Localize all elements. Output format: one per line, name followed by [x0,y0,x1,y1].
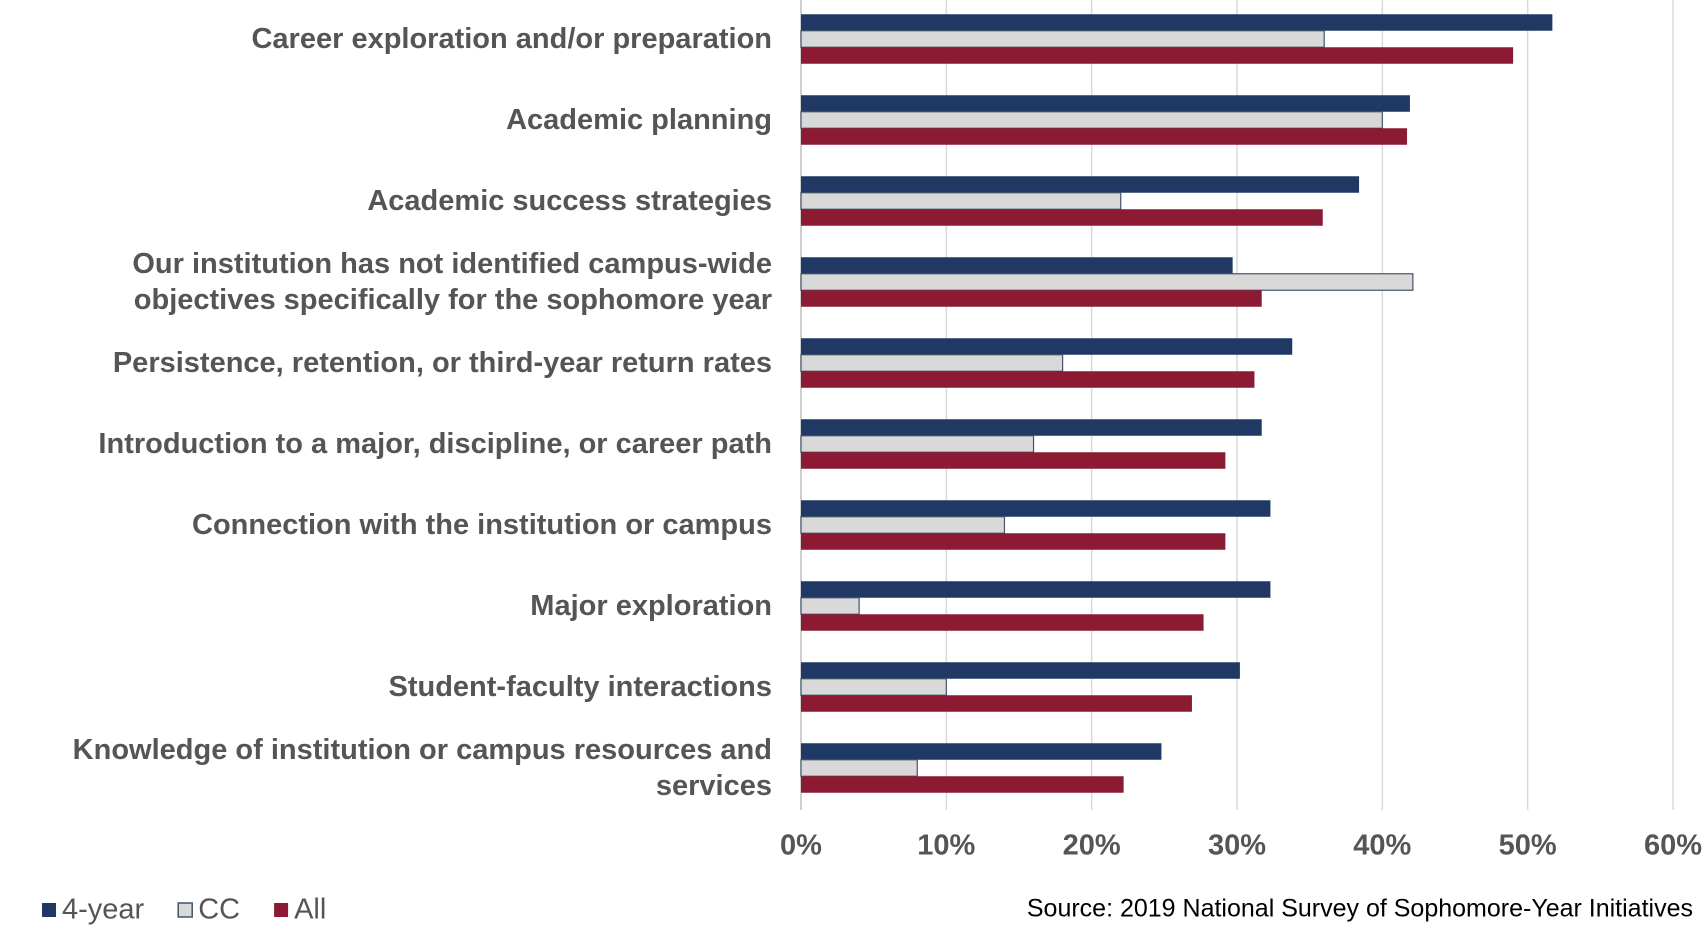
legend-label: CC [198,894,240,926]
bar [800,516,1006,534]
bar [801,338,1293,355]
legend-swatch [274,903,289,917]
bar [801,371,1255,388]
bar [801,581,1271,598]
bar [801,614,1204,631]
x-tick-label: 10% [917,830,975,862]
bar [801,14,1553,31]
bar [801,209,1323,226]
legend-label: 4-year [62,894,145,926]
bar [800,192,1122,210]
category-label: Academic success strategies [367,185,772,217]
category-label: Student-faculty interactions [388,671,773,703]
category-label: Major exploration [530,590,772,622]
category-label: Our institution has not identified campu… [132,248,772,316]
bar [800,678,947,696]
x-tick-label: 20% [1063,830,1121,862]
x-tick-label: 0% [780,830,822,862]
bar [800,111,1383,129]
bar [801,176,1360,193]
x-tick-label: 30% [1208,830,1266,862]
bar [801,662,1240,679]
source: Source: 2019 National Survey of Sophomor… [1027,895,1693,923]
legend-swatch [42,903,56,917]
x-tick-label: 40% [1353,830,1411,862]
bar [801,290,1262,307]
bar [801,533,1226,550]
bar [801,695,1192,712]
category-label: Knowledge of institution or campus resou… [72,734,772,802]
legend-label: All [294,894,326,926]
bar [800,273,1414,291]
legend-swatch [177,902,193,918]
bar [800,354,1064,372]
category-label: Introduction to a major, discipline, or … [98,428,772,460]
bar [801,128,1408,145]
category-label: Persistence, retention, or third-year re… [112,347,772,379]
bar [801,500,1271,517]
bar [801,419,1262,436]
x-tick-label: 50% [1499,830,1557,862]
category-label: Connection with the institution or campu… [192,509,772,541]
bar [800,435,1035,453]
bar [800,597,860,615]
category-label: Academic planning [506,104,772,136]
bar [801,452,1226,469]
bar [801,776,1124,793]
x-tick-label: 60% [1644,830,1702,862]
bar [801,743,1162,760]
bar [800,759,918,777]
bar [800,30,1325,48]
category-label: Career exploration and/or preparation [251,23,772,55]
bar [801,257,1233,274]
bar [801,47,1514,64]
bar [801,95,1410,112]
